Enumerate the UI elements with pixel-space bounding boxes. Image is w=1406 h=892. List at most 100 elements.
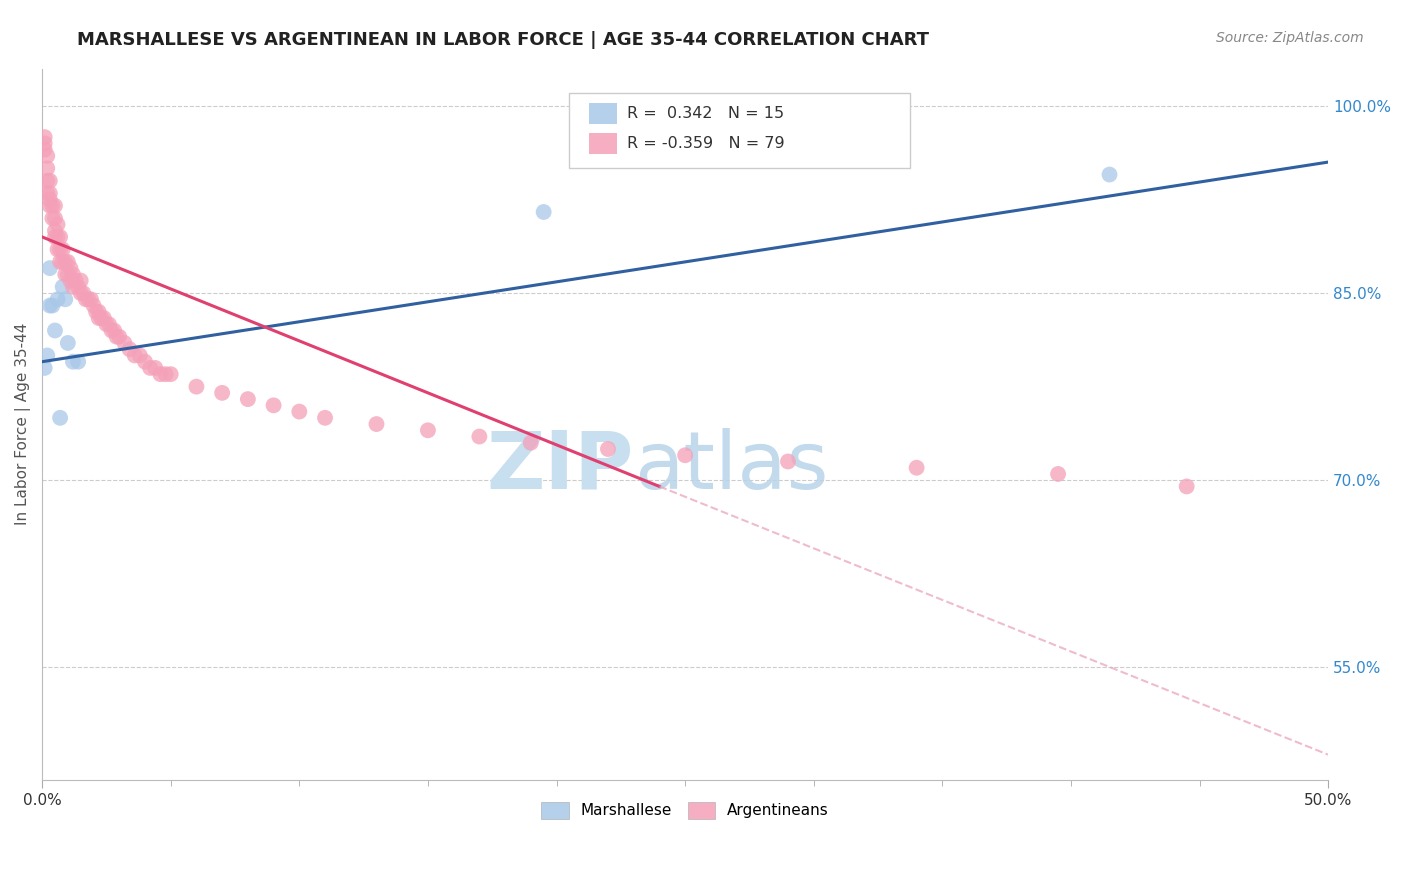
- Point: [366, 417, 388, 431]
- Point: [128, 348, 150, 362]
- Point: [49, 230, 72, 244]
- Point: [77, 293, 100, 307]
- Point: [41, 211, 63, 226]
- Point: [44, 211, 66, 226]
- FancyBboxPatch shape: [569, 94, 910, 168]
- Point: [38, 199, 60, 213]
- Point: [56, 268, 79, 282]
- Point: [62, 280, 84, 294]
- Point: [155, 367, 177, 381]
- Point: [100, 324, 122, 338]
- Point: [49, 255, 72, 269]
- Point: [134, 354, 156, 368]
- Point: [53, 268, 76, 282]
- Point: [44, 324, 66, 338]
- Point: [49, 243, 72, 257]
- Point: [67, 280, 90, 294]
- Legend: Marshallese, Argentineans: Marshallese, Argentineans: [536, 796, 835, 825]
- Point: [416, 423, 439, 437]
- Bar: [589, 133, 617, 153]
- Point: [37, 348, 59, 362]
- Point: [67, 354, 90, 368]
- Point: [37, 161, 59, 176]
- Point: [87, 305, 110, 319]
- Point: [288, 404, 311, 418]
- Point: [533, 205, 555, 219]
- Point: [905, 460, 928, 475]
- Point: [46, 293, 69, 307]
- Point: [124, 348, 146, 362]
- Point: [105, 330, 128, 344]
- Point: [149, 367, 172, 381]
- Point: [211, 385, 233, 400]
- Point: [83, 299, 105, 313]
- Y-axis label: In Labor Force | Age 35-44: In Labor Force | Age 35-44: [15, 323, 31, 525]
- Point: [93, 311, 115, 326]
- Point: [52, 255, 75, 269]
- Point: [596, 442, 619, 456]
- Point: [159, 367, 181, 381]
- Point: [38, 299, 60, 313]
- Point: [236, 392, 259, 406]
- Point: [84, 305, 107, 319]
- Text: MARSHALLESE VS ARGENTINEAN IN LABOR FORCE | AGE 35-44 CORRELATION CHART: MARSHALLESE VS ARGENTINEAN IN LABOR FORC…: [77, 31, 929, 49]
- Point: [46, 218, 69, 232]
- Text: atlas: atlas: [634, 428, 828, 506]
- Text: Source: ZipAtlas.com: Source: ZipAtlas.com: [1216, 31, 1364, 45]
- Point: [143, 360, 166, 375]
- Point: [69, 286, 91, 301]
- Point: [65, 274, 87, 288]
- Point: [186, 379, 208, 393]
- Point: [62, 268, 84, 282]
- Point: [38, 261, 60, 276]
- Point: [673, 448, 696, 462]
- Point: [139, 360, 162, 375]
- Point: [49, 410, 72, 425]
- Point: [41, 299, 63, 313]
- Point: [59, 274, 82, 288]
- Point: [80, 293, 103, 307]
- Point: [37, 174, 59, 188]
- Point: [96, 318, 118, 332]
- Point: [1047, 467, 1070, 481]
- Point: [108, 330, 131, 344]
- Point: [52, 243, 75, 257]
- Point: [56, 336, 79, 351]
- Point: [72, 286, 94, 301]
- Text: R =  0.342   N = 15: R = 0.342 N = 15: [627, 106, 785, 120]
- Point: [34, 130, 56, 145]
- Point: [44, 199, 66, 213]
- Text: ZIP: ZIP: [486, 428, 634, 506]
- Point: [37, 186, 59, 201]
- Point: [69, 274, 91, 288]
- Point: [37, 149, 59, 163]
- Point: [62, 354, 84, 368]
- Point: [314, 410, 336, 425]
- Point: [520, 435, 543, 450]
- Point: [44, 230, 66, 244]
- Text: R = -0.359   N = 79: R = -0.359 N = 79: [627, 136, 785, 151]
- Point: [38, 193, 60, 207]
- Point: [52, 280, 75, 294]
- Point: [53, 293, 76, 307]
- Point: [87, 311, 110, 326]
- Point: [46, 230, 69, 244]
- Point: [41, 199, 63, 213]
- Point: [38, 186, 60, 201]
- Bar: [589, 103, 617, 124]
- Point: [44, 224, 66, 238]
- Point: [1175, 479, 1198, 493]
- Point: [34, 360, 56, 375]
- Point: [98, 318, 121, 332]
- Point: [38, 174, 60, 188]
- Point: [56, 255, 79, 269]
- Point: [90, 311, 112, 326]
- Point: [263, 398, 285, 412]
- Point: [118, 342, 141, 356]
- Point: [34, 136, 56, 151]
- Point: [112, 336, 135, 351]
- Point: [34, 143, 56, 157]
- Point: [59, 261, 82, 276]
- Point: [1098, 168, 1121, 182]
- Point: [468, 429, 491, 443]
